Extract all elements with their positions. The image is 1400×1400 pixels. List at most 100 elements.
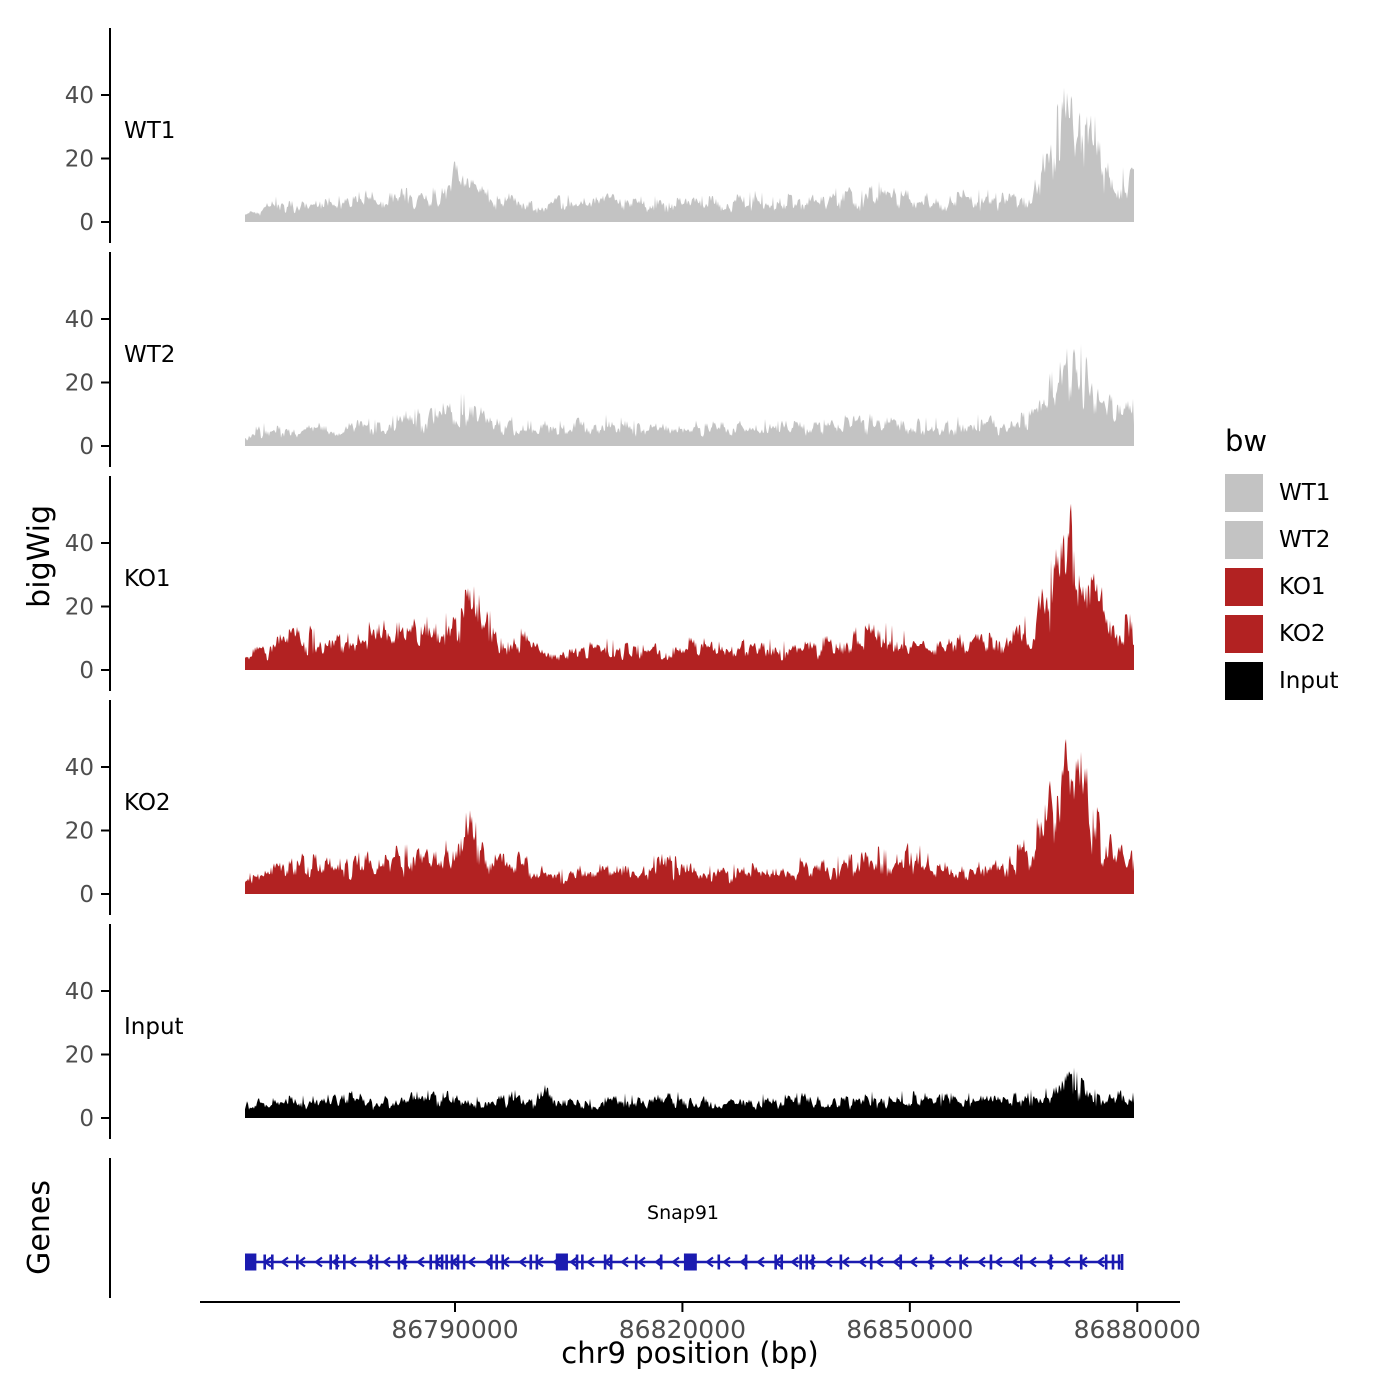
legend-label: WT1 bbox=[1279, 480, 1331, 506]
strand-arrow-icon bbox=[416, 1256, 425, 1268]
track-label-ko1: KO1 bbox=[124, 566, 171, 592]
exon-mark bbox=[462, 1254, 466, 1270]
strand-arrow-icon bbox=[858, 1256, 867, 1268]
coverage-area-WT2 bbox=[245, 344, 1134, 446]
legend-entry-ko1: KO1 bbox=[1225, 568, 1339, 606]
strand-arrow-icon bbox=[484, 1256, 493, 1268]
exon-box bbox=[683, 1253, 697, 1271]
y-tick-label-KO2: 20 bbox=[65, 819, 94, 845]
exon-mark bbox=[1049, 1254, 1053, 1270]
strand-arrow-icon bbox=[909, 1256, 918, 1268]
x-tick-label: 86880000 bbox=[1074, 1315, 1201, 1344]
legend-label: KO1 bbox=[1279, 574, 1326, 600]
exon-mark bbox=[495, 1254, 498, 1270]
y-tick-label-WT2: 20 bbox=[65, 371, 94, 397]
y-tick-label-Input: 0 bbox=[79, 1106, 94, 1132]
exon-mark bbox=[456, 1254, 460, 1270]
x-tick-label: 86790000 bbox=[391, 1315, 518, 1344]
exon-mark bbox=[811, 1254, 815, 1270]
exon-mark bbox=[1117, 1254, 1121, 1270]
coverage-area-WT1 bbox=[245, 87, 1134, 222]
legend-entries: WT1 WT2 KO1 KO2 Input bbox=[1225, 474, 1339, 700]
track-panel-WT2: 0 20 40 bbox=[65, 252, 1134, 467]
legend-swatch-icon bbox=[1225, 568, 1263, 606]
y-tick-label-WT1: 40 bbox=[65, 83, 94, 109]
strand-arrow-icon bbox=[977, 1256, 986, 1268]
y-tick-label-WT1: 20 bbox=[65, 147, 94, 173]
x-axis-title: chr9 position (bp) bbox=[561, 1336, 819, 1370]
exon-mark bbox=[440, 1254, 444, 1270]
x-tick-label: 86850000 bbox=[846, 1315, 973, 1344]
exon-mark bbox=[744, 1254, 748, 1270]
exon-mark bbox=[429, 1254, 433, 1270]
track-panel-KO2: 0 20 40 bbox=[65, 700, 1134, 915]
exon-box bbox=[245, 1253, 257, 1271]
strand-arrow-icon bbox=[314, 1256, 323, 1268]
track-label-input: Input bbox=[124, 1014, 184, 1040]
strand-arrow-icon bbox=[467, 1256, 476, 1268]
legend-entry-wt2: WT2 bbox=[1225, 521, 1339, 559]
exon-mark bbox=[659, 1254, 663, 1270]
legend-label: Input bbox=[1279, 668, 1339, 694]
strand-arrow-icon bbox=[280, 1256, 289, 1268]
strand-arrow-icon bbox=[637, 1256, 646, 1268]
exon-mark bbox=[263, 1254, 267, 1270]
strand-arrow-icon bbox=[756, 1256, 765, 1268]
strand-arrow-icon bbox=[892, 1256, 901, 1268]
strand-arrow-icon bbox=[705, 1256, 714, 1268]
exon-mark bbox=[609, 1254, 613, 1270]
y-tick-label-KO1: 40 bbox=[65, 531, 94, 557]
strand-arrow-icon bbox=[841, 1256, 850, 1268]
legend-swatch-icon bbox=[1225, 615, 1263, 653]
y-axis-title-genes: Genes bbox=[22, 1180, 57, 1275]
exon-mark bbox=[529, 1254, 533, 1270]
exon-mark bbox=[296, 1254, 299, 1270]
exon-box bbox=[555, 1253, 568, 1271]
exon-mark bbox=[1111, 1254, 1115, 1270]
strand-arrow-icon bbox=[569, 1256, 578, 1268]
exon-mark bbox=[959, 1254, 962, 1270]
strand-arrow-icon bbox=[348, 1256, 357, 1268]
legend-swatch-icon bbox=[1225, 521, 1263, 559]
legend-label: KO2 bbox=[1279, 621, 1326, 647]
exon-mark bbox=[375, 1254, 379, 1270]
y-tick-label-Input: 20 bbox=[65, 1043, 94, 1069]
exon-mark bbox=[450, 1254, 454, 1270]
exon-mark bbox=[634, 1254, 638, 1270]
exon-mark bbox=[805, 1254, 809, 1270]
legend-entry-wt1: WT1 bbox=[1225, 474, 1339, 512]
exon-mark bbox=[717, 1254, 721, 1270]
strand-arrow-icon bbox=[586, 1256, 595, 1268]
legend: bw WT1 WT2 KO1 KO2 Input bbox=[1225, 424, 1339, 709]
strand-arrow-icon bbox=[960, 1256, 969, 1268]
legend-title: bw bbox=[1225, 424, 1268, 458]
strand-arrow-icon bbox=[620, 1256, 629, 1268]
track-label-wt1: WT1 bbox=[124, 118, 176, 144]
exon-mark bbox=[343, 1254, 346, 1270]
track-panel-Input: 0 20 40 bbox=[65, 924, 1134, 1139]
strand-arrow-icon bbox=[382, 1256, 391, 1268]
coverage-area-Input bbox=[245, 1067, 1134, 1118]
exon-mark bbox=[1019, 1254, 1023, 1270]
genes-panel bbox=[109, 1158, 1124, 1298]
strand-arrow-icon bbox=[994, 1256, 1003, 1268]
y-tick-label-WT2: 40 bbox=[65, 307, 94, 333]
strand-arrow-icon bbox=[824, 1256, 833, 1268]
track-label-ko2: KO2 bbox=[124, 790, 171, 816]
y-tick-label-WT2: 0 bbox=[79, 434, 94, 460]
legend-label: WT2 bbox=[1279, 527, 1331, 553]
legend-entry-ko2: KO2 bbox=[1225, 615, 1339, 653]
exon-mark bbox=[899, 1254, 903, 1270]
legend-swatch-icon bbox=[1225, 662, 1263, 700]
x-tick-label: 86820000 bbox=[619, 1315, 746, 1344]
strand-arrow-icon bbox=[297, 1256, 306, 1268]
gene-name-label: Snap91 bbox=[647, 1202, 719, 1224]
strand-arrow-icon bbox=[671, 1256, 680, 1268]
strand-arrow-icon bbox=[1096, 1256, 1105, 1268]
strand-arrow-icon bbox=[1011, 1256, 1020, 1268]
exon-mark bbox=[335, 1254, 339, 1270]
track-label-wt2: WT2 bbox=[124, 342, 176, 368]
exon-mark bbox=[799, 1254, 802, 1270]
